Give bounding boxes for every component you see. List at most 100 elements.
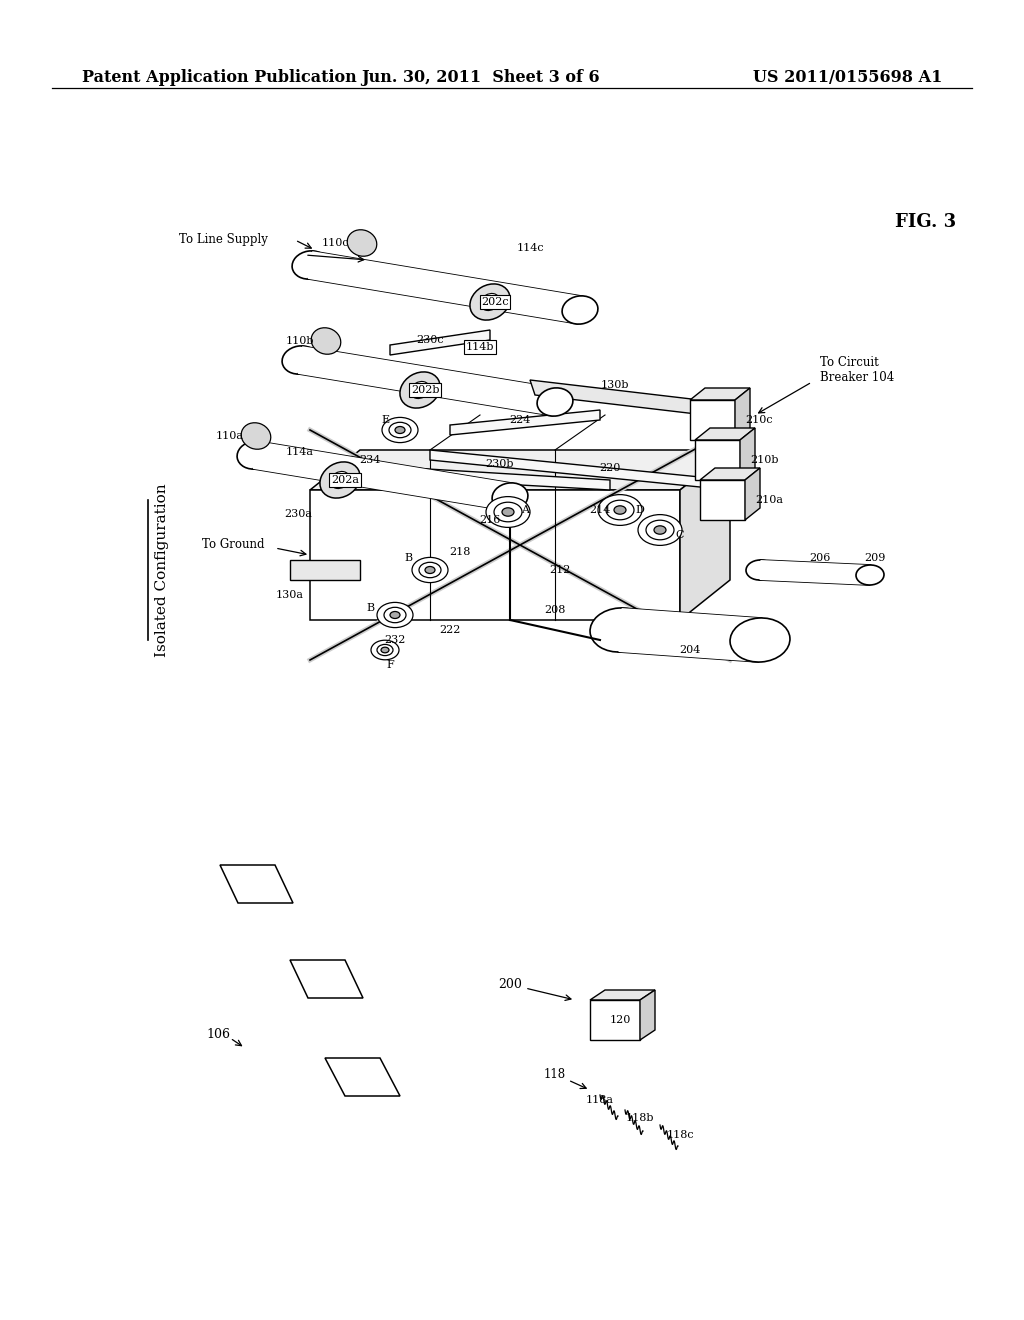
Text: 210c: 210c <box>745 414 773 425</box>
Text: 110b: 110b <box>286 337 314 346</box>
Text: 216: 216 <box>479 515 501 525</box>
Ellipse shape <box>377 602 413 627</box>
Polygon shape <box>680 450 730 620</box>
Text: 210b: 210b <box>750 455 778 465</box>
Polygon shape <box>590 990 655 1001</box>
Text: 230b: 230b <box>485 459 514 469</box>
Text: Jun. 30, 2011  Sheet 3 of 6: Jun. 30, 2011 Sheet 3 of 6 <box>360 70 599 87</box>
Text: 230a: 230a <box>284 510 312 519</box>
Polygon shape <box>290 560 360 579</box>
Ellipse shape <box>395 426 406 433</box>
Text: C: C <box>676 531 684 540</box>
Text: E: E <box>381 414 389 425</box>
Polygon shape <box>325 1059 400 1096</box>
Text: 212: 212 <box>549 565 570 576</box>
Polygon shape <box>618 609 762 661</box>
Ellipse shape <box>486 496 530 528</box>
Polygon shape <box>298 346 557 416</box>
Polygon shape <box>690 388 750 400</box>
Polygon shape <box>700 469 760 480</box>
Text: 118b: 118b <box>626 1113 654 1123</box>
Polygon shape <box>253 441 512 511</box>
Ellipse shape <box>493 483 528 511</box>
Ellipse shape <box>638 515 682 545</box>
Ellipse shape <box>311 327 341 354</box>
Ellipse shape <box>242 422 270 449</box>
Polygon shape <box>310 450 730 490</box>
Text: 220: 220 <box>599 463 621 473</box>
Text: B: B <box>403 553 412 564</box>
Text: 206: 206 <box>809 553 830 564</box>
Text: 130a: 130a <box>276 590 304 601</box>
Polygon shape <box>760 560 870 585</box>
Ellipse shape <box>470 284 510 319</box>
Polygon shape <box>290 960 362 998</box>
Text: F: F <box>386 660 394 671</box>
Text: 202b: 202b <box>411 385 439 395</box>
Polygon shape <box>390 330 490 355</box>
Text: 114c: 114c <box>516 243 544 253</box>
Text: 118c: 118c <box>667 1130 694 1140</box>
Text: To Circuit
Breaker 104: To Circuit Breaker 104 <box>820 356 894 384</box>
Text: 210a: 210a <box>755 495 783 506</box>
Ellipse shape <box>419 562 441 578</box>
Text: 110a: 110a <box>216 432 244 441</box>
Ellipse shape <box>347 230 377 256</box>
Ellipse shape <box>646 520 674 540</box>
Ellipse shape <box>331 471 349 488</box>
Polygon shape <box>395 467 610 490</box>
Ellipse shape <box>282 346 317 374</box>
Ellipse shape <box>538 388 572 416</box>
Text: 222: 222 <box>439 624 461 635</box>
Polygon shape <box>740 428 755 480</box>
Polygon shape <box>690 400 735 440</box>
Text: 208: 208 <box>545 605 565 615</box>
Text: 118: 118 <box>544 1068 566 1081</box>
Ellipse shape <box>390 611 400 619</box>
Polygon shape <box>700 480 745 520</box>
Polygon shape <box>307 251 583 323</box>
Text: 214: 214 <box>590 506 610 515</box>
Ellipse shape <box>502 508 514 516</box>
Polygon shape <box>695 440 740 480</box>
Text: 209: 209 <box>864 553 886 564</box>
Text: 106: 106 <box>206 1028 230 1041</box>
Text: 232: 232 <box>384 635 406 645</box>
Ellipse shape <box>598 495 642 525</box>
Text: Patent Application Publication: Patent Application Publication <box>82 70 356 87</box>
Text: 202a: 202a <box>331 475 359 484</box>
Ellipse shape <box>746 560 774 579</box>
Ellipse shape <box>412 557 449 582</box>
Text: To Line Supply: To Line Supply <box>179 234 268 247</box>
Ellipse shape <box>614 506 626 515</box>
Ellipse shape <box>606 500 634 520</box>
Text: 114a: 114a <box>286 447 314 457</box>
Ellipse shape <box>411 381 429 399</box>
Text: 120: 120 <box>609 1015 631 1026</box>
Ellipse shape <box>480 293 500 310</box>
Text: FIG. 3: FIG. 3 <box>895 213 956 231</box>
Text: 218: 218 <box>450 546 471 557</box>
Polygon shape <box>530 380 705 414</box>
Ellipse shape <box>292 251 328 279</box>
Ellipse shape <box>400 372 440 408</box>
Ellipse shape <box>377 644 393 656</box>
Ellipse shape <box>590 609 650 652</box>
Ellipse shape <box>562 296 598 325</box>
Text: 202c: 202c <box>481 297 509 308</box>
Polygon shape <box>590 1001 640 1040</box>
Text: 230c: 230c <box>416 335 443 345</box>
Ellipse shape <box>371 640 399 660</box>
Ellipse shape <box>381 647 389 653</box>
Text: 204: 204 <box>679 645 700 655</box>
Ellipse shape <box>654 525 666 535</box>
Polygon shape <box>745 469 760 520</box>
Ellipse shape <box>730 618 790 663</box>
Ellipse shape <box>494 502 522 521</box>
Text: 200: 200 <box>498 978 522 991</box>
Text: 114b: 114b <box>466 342 495 352</box>
Polygon shape <box>220 865 293 903</box>
Polygon shape <box>430 450 730 490</box>
Text: To Ground: To Ground <box>203 539 265 552</box>
Text: 110c: 110c <box>322 238 349 248</box>
